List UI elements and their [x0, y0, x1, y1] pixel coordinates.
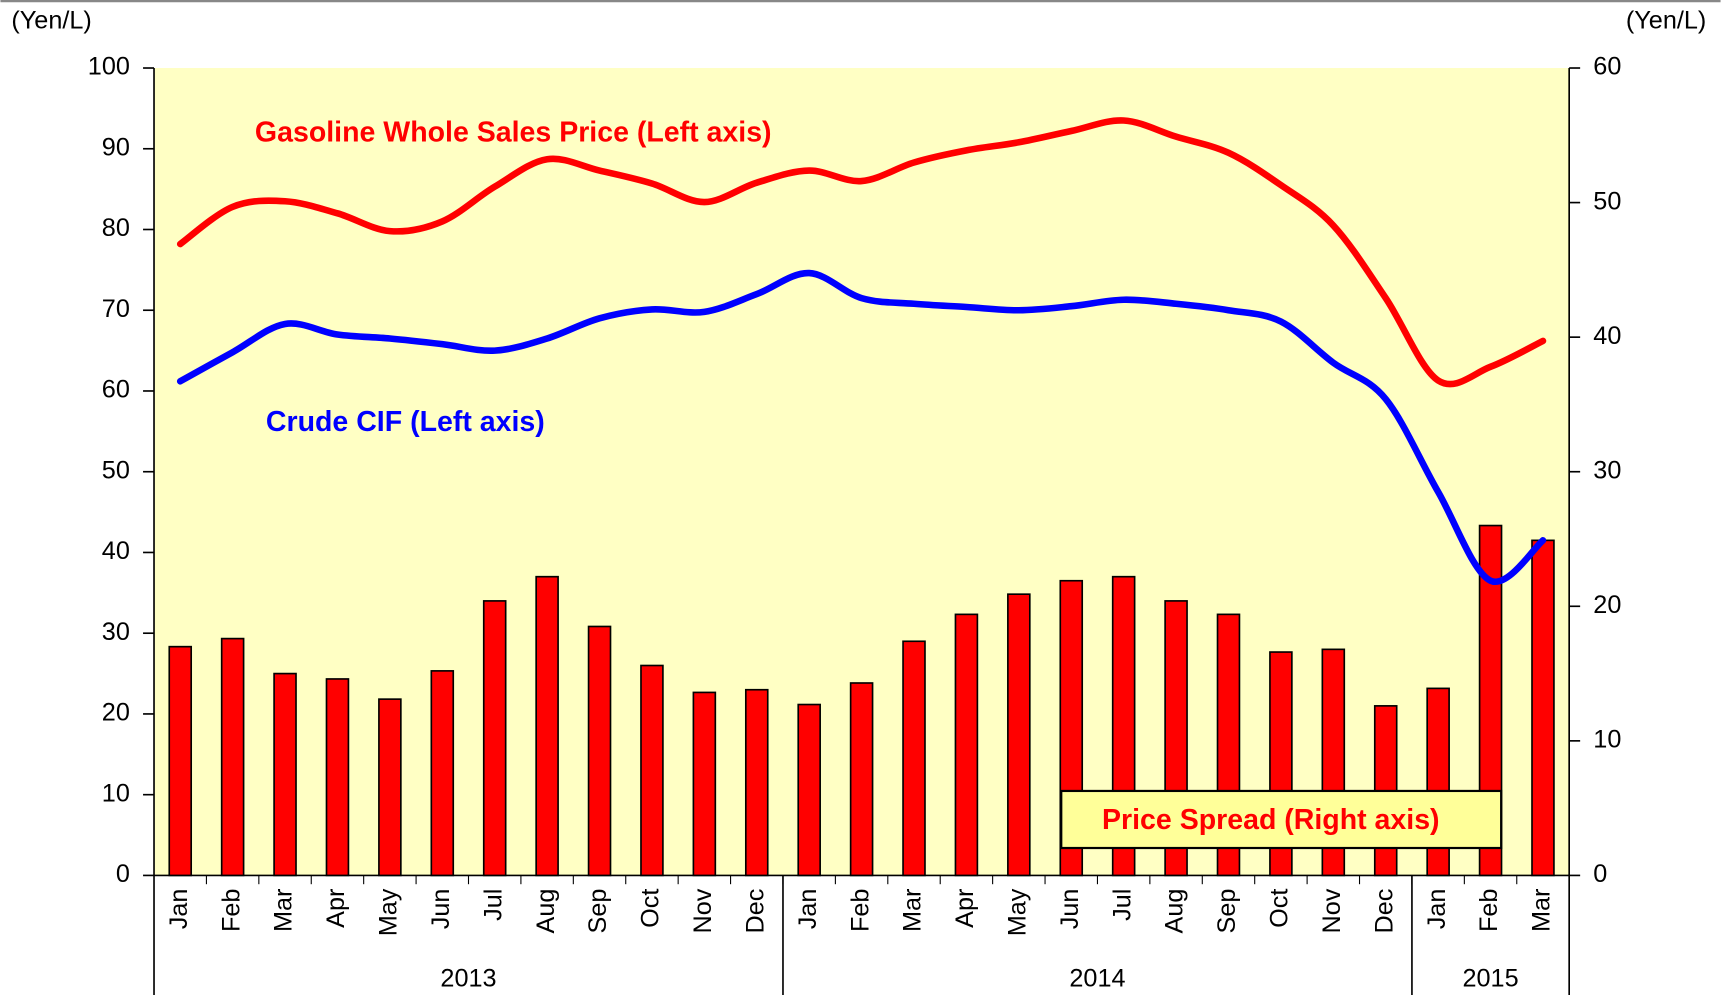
x-tick-label: Mar	[899, 889, 927, 932]
x-tick-label: Apr	[322, 889, 350, 928]
bar	[744, 688, 769, 877]
x-tick-label: Nov	[689, 888, 717, 933]
bar	[168, 645, 193, 877]
x-tick-label: Sep	[584, 889, 612, 934]
y2-unit: (Yen/L)	[1626, 7, 1706, 35]
year-label: 2013	[440, 964, 496, 992]
x-tick-label: Jul	[479, 889, 507, 921]
x-tick-label: Oct	[1266, 889, 1294, 928]
y-tick-label: 70	[102, 295, 130, 323]
y-tick-label: 90	[102, 133, 130, 161]
x-tick-label: Nov	[1318, 888, 1346, 933]
y-tick-label: 50	[102, 456, 130, 484]
bar	[902, 640, 926, 877]
bar	[797, 703, 821, 877]
x-tick-label: Dec	[1370, 889, 1398, 934]
y-tick-label: 30	[102, 618, 130, 646]
year-label: 2014	[1069, 964, 1125, 992]
y-unit: (Yen/L)	[11, 7, 91, 35]
x-tick-label: Sep	[1213, 889, 1241, 934]
bar	[1007, 593, 1031, 877]
bar	[587, 625, 612, 877]
x-tick-label: Jan	[1423, 889, 1451, 930]
x-tick-label: Mar	[270, 889, 298, 932]
x-tick-label: Oct	[637, 889, 665, 928]
x-tick-label: Jun	[1056, 889, 1084, 930]
bar	[640, 664, 664, 877]
x-tick-label: Feb	[217, 889, 245, 932]
x-tick-label: Dec	[741, 889, 769, 934]
x-tick-label: Aug	[1161, 889, 1189, 934]
bar	[1478, 524, 1503, 877]
series-label: Crude CIF (Left axis)	[266, 406, 545, 438]
x-tick-label: Apr	[951, 889, 979, 928]
y-tick-label: 100	[88, 53, 130, 81]
bar	[692, 691, 717, 877]
y2-tick-label: 40	[1593, 322, 1621, 350]
x-tick-label: Mar	[1528, 889, 1556, 932]
x-tick-label: Aug	[532, 889, 560, 934]
series-label: Price Spread (Right axis)	[1102, 804, 1440, 836]
x-tick-label: May	[1004, 888, 1032, 936]
bar	[220, 637, 245, 877]
y2-tick-label: 10	[1593, 726, 1621, 754]
y-tick-label: 60	[102, 376, 130, 404]
bar	[482, 600, 507, 877]
y-tick-label: 20	[102, 699, 130, 727]
y2-tick-label: 60	[1593, 53, 1621, 81]
x-tick-label: Feb	[1475, 889, 1503, 932]
y-tick-label: 80	[102, 214, 130, 242]
y2-tick-label: 50	[1593, 187, 1621, 215]
y2-tick-label: 0	[1593, 860, 1607, 888]
bar	[430, 670, 455, 877]
bar	[849, 682, 874, 877]
y-tick-label: 40	[102, 537, 130, 565]
line	[176, 269, 1547, 585]
y-tick-label: 0	[116, 860, 130, 888]
bar	[378, 698, 402, 877]
bar	[954, 613, 979, 877]
bar	[325, 678, 350, 877]
line	[176, 117, 1547, 388]
x-tick-label: Feb	[846, 889, 874, 932]
x-tick-label: Jun	[427, 889, 455, 930]
x-tick-label: May	[375, 888, 403, 936]
bar	[535, 575, 559, 877]
y2-tick-label: 20	[1593, 591, 1621, 619]
series-label-box	[1060, 789, 1503, 850]
x-tick-label: Jan	[794, 889, 822, 930]
series-label: Gasoline Whole Sales Price (Left axis)	[255, 116, 772, 148]
x-tick-label: Jul	[1108, 889, 1136, 921]
x-tick-label: Jan	[165, 889, 193, 930]
year-label: 2015	[1463, 964, 1519, 992]
y-tick-label: 10	[102, 779, 130, 807]
bar	[1531, 539, 1555, 877]
y2-tick-label: 30	[1593, 456, 1621, 484]
bar	[273, 672, 297, 877]
